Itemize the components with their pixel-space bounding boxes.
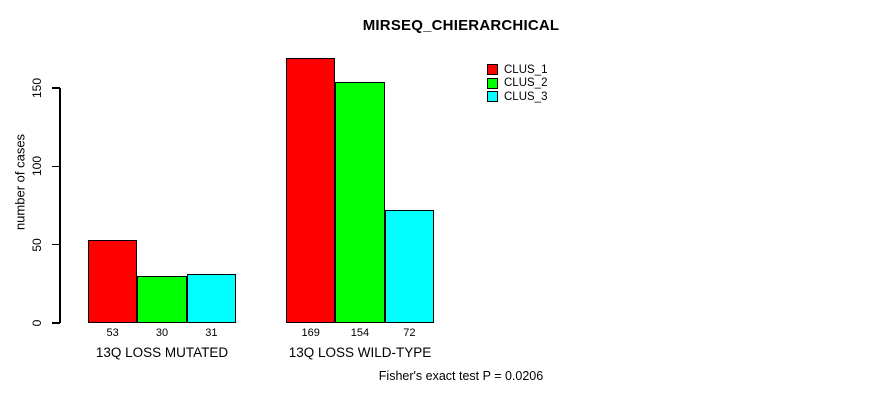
bar-clus_3 xyxy=(186,274,236,323)
legend-swatch-clus_3 xyxy=(487,91,498,103)
bar-clus_1 xyxy=(88,239,138,323)
y-tick xyxy=(52,87,60,89)
legend-label: CLUS_2 xyxy=(504,77,548,90)
bar-value-label: 31 xyxy=(205,327,218,339)
bar-clus_1 xyxy=(286,58,336,323)
category-label: 13Q LOSS MUTATED xyxy=(95,345,229,360)
y-axis-title: number of cases xyxy=(12,133,28,231)
legend-label: CLUS_3 xyxy=(504,90,548,103)
bar-clus_3 xyxy=(384,210,434,323)
category-label: 13Q LOSS WILD-TYPE xyxy=(288,345,432,360)
y-tick xyxy=(52,243,60,246)
legend: CLUS_1 CLUS_2 CLUS_3 xyxy=(487,63,547,104)
bar-clus_2 xyxy=(335,81,385,323)
legend-item: CLUS_2 xyxy=(487,77,547,91)
chart-title: MIRSEQ_CHIERARCHICAL xyxy=(362,17,560,34)
y-tick xyxy=(52,165,60,168)
y-tick-label: 100 xyxy=(30,156,44,177)
bar-value-label: 30 xyxy=(155,327,169,339)
bar-value-label: 169 xyxy=(301,327,320,339)
legend-swatch-clus_2 xyxy=(487,77,498,89)
annotation-fisher-test: Fisher's exact test P = 0.0206 xyxy=(378,369,544,383)
legend-item: CLUS_3 xyxy=(487,90,547,104)
y-axis-line xyxy=(59,88,61,323)
bar-value-label: 72 xyxy=(403,327,416,339)
y-tick xyxy=(52,322,60,324)
legend-label: CLUS_1 xyxy=(504,63,548,76)
y-tick-label: 150 xyxy=(30,77,44,99)
bar-clus_2 xyxy=(137,276,187,323)
bar-value-label: 154 xyxy=(350,327,370,339)
legend-swatch-clus_1 xyxy=(487,64,498,76)
legend-item: CLUS_1 xyxy=(487,63,547,77)
bar-value-label: 53 xyxy=(106,327,119,339)
y-tick-label: 0 xyxy=(30,319,44,327)
y-tick-label: 50 xyxy=(30,237,44,252)
